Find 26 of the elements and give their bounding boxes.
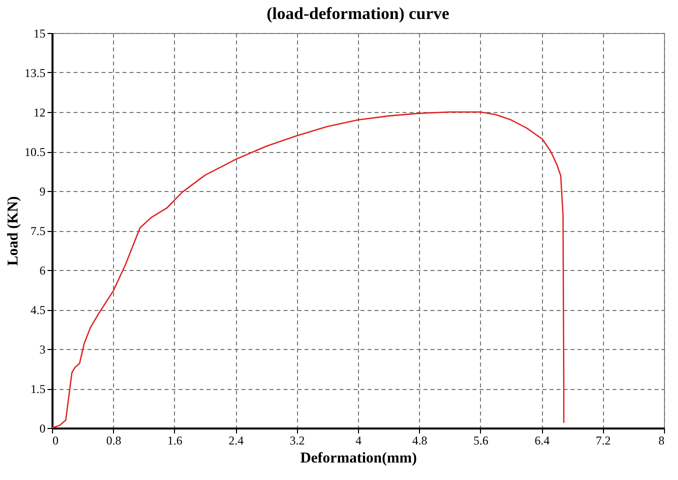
y-tick-label: 9 — [40, 184, 46, 198]
x-tick-label: 6.4 — [534, 434, 550, 448]
x-tick-label: 4 — [356, 434, 362, 448]
x-tick-label: 4.8 — [412, 434, 428, 448]
y-tick-label: 6 — [40, 264, 46, 278]
y-axis-title: Load (KN) — [6, 196, 22, 266]
x-tick-label: 3.2 — [290, 434, 305, 448]
x-tick-label: 7.2 — [596, 434, 611, 448]
x-tick-label: 2.4 — [228, 434, 244, 448]
y-tick-label: 15 — [34, 26, 46, 40]
y-tick-label: 12 — [34, 106, 46, 120]
x-tick-label: 0.8 — [106, 434, 122, 448]
y-tick-label: 3 — [40, 342, 46, 356]
y-tick-label: 1.5 — [30, 382, 46, 396]
line-series — [51, 111, 564, 429]
y-tick-label: 4.5 — [30, 303, 46, 317]
x-axis-title: Deformation(mm) — [300, 450, 417, 466]
y-tick-label: 13.5 — [24, 66, 46, 80]
y-tick-label: 0 — [40, 422, 46, 436]
y-tick-label: 10.5 — [24, 145, 46, 159]
x-tick-label: 5.6 — [473, 434, 488, 448]
x-tick-label: 0 — [52, 434, 58, 448]
x-tick-label: 8 — [658, 434, 664, 448]
chart-title: (load-deformation) curve — [266, 4, 450, 23]
y-tick-label: 7.5 — [30, 224, 46, 238]
x-tick-label: 1.6 — [167, 434, 182, 448]
